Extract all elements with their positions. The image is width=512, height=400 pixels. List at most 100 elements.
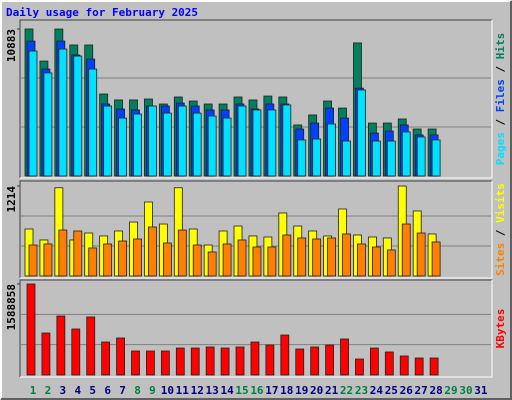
bar xyxy=(222,243,232,277)
bar xyxy=(312,238,322,277)
bar xyxy=(429,357,439,376)
legend-separator: / xyxy=(494,223,507,243)
x-tick-label: 11 xyxy=(176,384,190,397)
bar xyxy=(431,241,441,277)
bar xyxy=(73,55,83,177)
bar xyxy=(340,338,349,376)
legend-entry: Sites xyxy=(494,243,507,276)
bar xyxy=(267,246,277,277)
bar xyxy=(416,136,426,177)
x-tick-label: 29 xyxy=(444,384,457,397)
bar xyxy=(101,341,111,376)
bar xyxy=(103,105,113,177)
panel-edge-dark xyxy=(19,180,492,278)
bar xyxy=(325,344,335,376)
bar xyxy=(148,105,157,177)
x-tick-label: 2 xyxy=(45,384,52,397)
bar xyxy=(252,109,262,177)
bar xyxy=(133,238,142,277)
legend: Pages / Files / Hits xyxy=(494,33,507,166)
x-tick-label: 27 xyxy=(415,384,428,397)
x-tick-label: 23 xyxy=(355,384,368,397)
bar xyxy=(207,115,217,177)
bar xyxy=(133,113,142,177)
bar xyxy=(103,243,113,277)
bar xyxy=(41,332,51,376)
bar xyxy=(220,347,230,376)
bar xyxy=(371,246,381,277)
x-tick-label: 3 xyxy=(60,384,67,397)
x-tick-label: 8 xyxy=(134,384,141,397)
x-tick-label: 1 xyxy=(30,384,37,397)
bar xyxy=(58,229,68,277)
bar xyxy=(371,140,381,177)
x-tick-label: 4 xyxy=(74,384,81,397)
bar xyxy=(190,347,200,376)
x-tick-label: 18 xyxy=(280,384,293,397)
bar xyxy=(162,242,172,277)
bar xyxy=(295,348,305,376)
bar xyxy=(384,351,394,376)
bar xyxy=(250,341,260,376)
x-tick-label: 22 xyxy=(340,384,353,397)
bar xyxy=(414,357,424,376)
x-tick-label: 16 xyxy=(250,384,264,397)
x-tick-label: 5 xyxy=(89,384,96,397)
bar xyxy=(160,350,170,376)
legend-entry: Pages xyxy=(494,132,507,165)
bar xyxy=(401,131,411,177)
bar xyxy=(357,89,366,177)
bar xyxy=(148,226,157,277)
legend-entry: KBytes xyxy=(494,309,507,349)
legend-entry: Visits xyxy=(494,183,507,223)
x-tick-label: 19 xyxy=(295,384,308,397)
bar xyxy=(431,139,441,177)
bar xyxy=(282,234,292,277)
legend: KBytes xyxy=(494,309,507,349)
panel-edge-light xyxy=(20,20,493,179)
x-tick-label: 10 xyxy=(161,384,174,397)
bar xyxy=(386,249,396,277)
bar xyxy=(357,243,366,277)
panel-edge-light xyxy=(20,280,493,378)
bar xyxy=(177,105,187,177)
x-tick-label: 7 xyxy=(119,384,126,397)
bar xyxy=(43,243,53,277)
x-tick-label: 14 xyxy=(220,384,234,397)
bar xyxy=(56,315,66,376)
bar xyxy=(192,244,202,277)
x-tick-label: 9 xyxy=(149,384,156,397)
legend-entry: Hits xyxy=(494,33,507,60)
bar xyxy=(205,346,215,376)
legend-entry: Files xyxy=(494,79,507,112)
bar xyxy=(355,358,364,376)
bar xyxy=(280,334,290,376)
x-tick-label: 20 xyxy=(310,384,323,397)
x-tick-label: 26 xyxy=(400,384,414,397)
bar xyxy=(297,237,307,277)
bar xyxy=(327,123,337,177)
bar xyxy=(312,138,322,177)
x-tick-label: 31 xyxy=(474,384,488,397)
bar xyxy=(86,316,96,376)
bar xyxy=(58,48,68,177)
x-tick-label: 15 xyxy=(235,384,248,397)
bar xyxy=(327,237,337,277)
bar xyxy=(88,247,98,277)
y-tick-label: 10883 xyxy=(5,29,18,62)
x-tick-label: 12 xyxy=(191,384,204,397)
bar xyxy=(28,244,38,277)
bar xyxy=(146,350,155,376)
bar xyxy=(237,105,247,177)
bar xyxy=(88,68,98,177)
legend-separator: / xyxy=(494,112,507,132)
bar xyxy=(386,140,396,177)
bar xyxy=(297,139,307,177)
legend-separator: / xyxy=(494,59,507,79)
bar xyxy=(28,50,38,177)
bar xyxy=(71,328,81,376)
bar xyxy=(177,229,187,277)
